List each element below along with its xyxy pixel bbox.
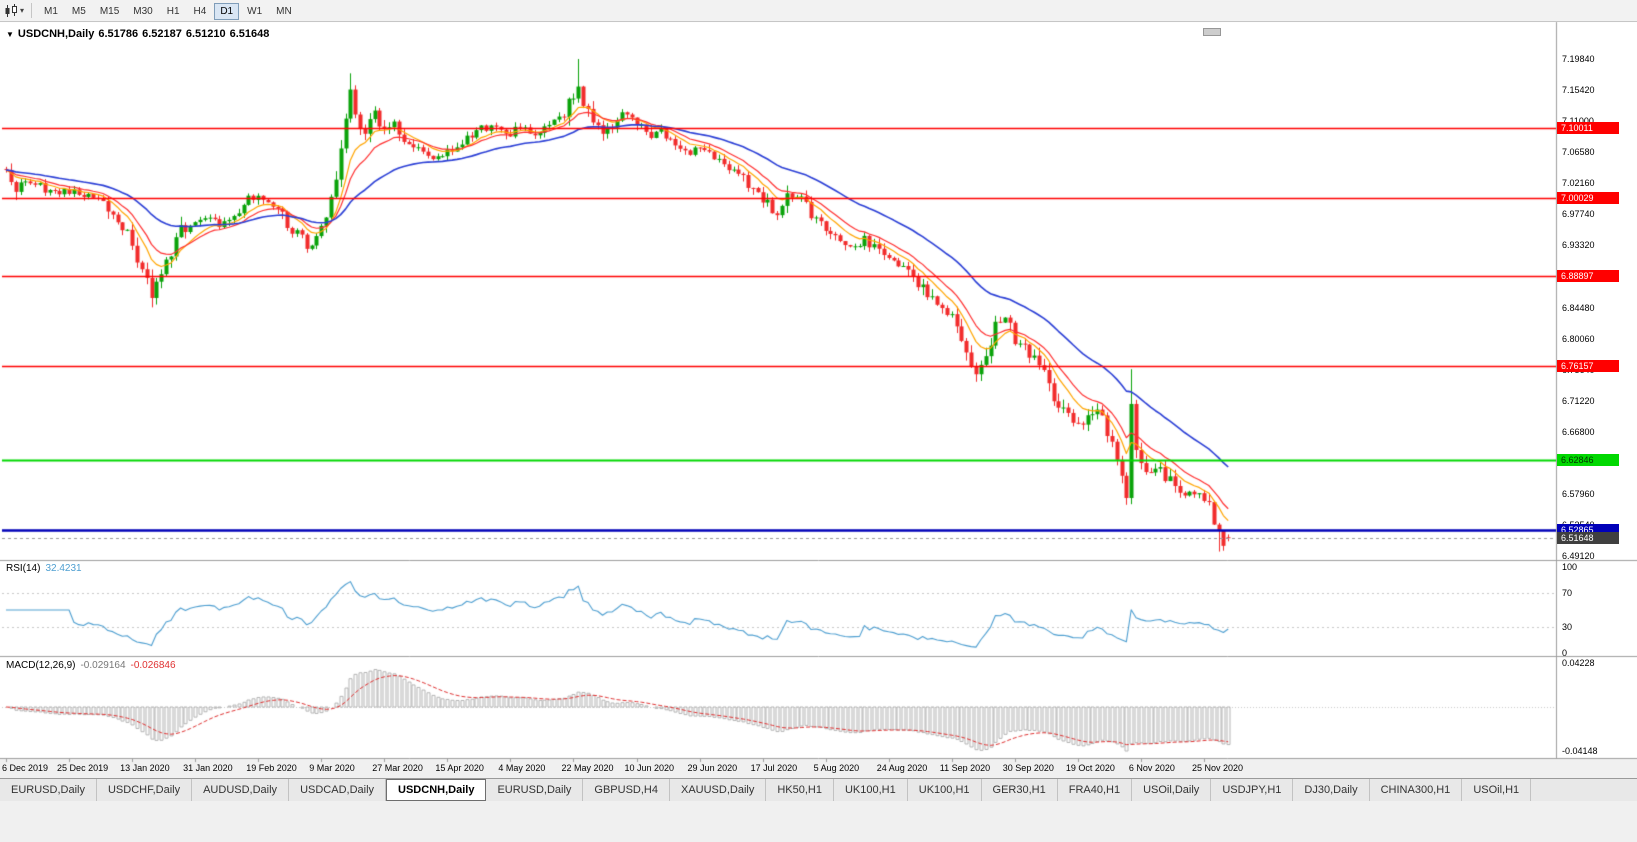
date-axis-label: 27 Mar 2020 [372,763,423,773]
timeframe-button-m1[interactable]: M1 [38,3,64,20]
rsi-value: 32.4231 [45,563,82,574]
price-axis-label: 7.11000 [1562,116,1594,126]
chart-title: ▼ USDCNH,Daily 6.51786 6.52187 6.51210 6.5164… [6,28,273,40]
price-axis-label: 7.06580 [1562,147,1595,158]
date-axis-label: 17 Jul 2020 [750,763,798,773]
macd-axis-label-bottom: -0.04148 [1562,746,1598,756]
price-level-tag-6.62846: 6.62846 [1557,453,1619,466]
rsi-axis-label: 70 [1562,587,1573,598]
price-level-tag-6.76157: 6.76157 [1557,359,1619,372]
chart-type-dropdown-icon[interactable]: ▾ [20,6,25,15]
timeframe-button-h4[interactable]: H4 [188,3,213,20]
chart-tab-bar: EURUSD,Daily USDCHF,Daily AUDUSD,Daily USDC… [0,778,1637,801]
chart-tab-usdchf-daily[interactable]: USDCHF,Daily [97,779,193,801]
chart-tab-xauusd-daily[interactable]: XAUUSD,Daily [670,779,767,801]
chart-tab-usdcnh-daily[interactable]: USDCNH,Daily [386,779,487,801]
toolbar: ▾ M1 M5 M15 M30 H1 H4 D1 W1 MN [0,0,1637,22]
price-axis-label: 6.84480 [1562,302,1595,313]
chart-tab-eurusd-daily[interactable]: EURUSD,Daily [0,779,97,801]
candlestick-chart-icon[interactable] [4,3,18,18]
ohlc-high-value: 6.52187 [142,28,182,40]
price-axis-label: 7.19840 [1562,54,1595,64]
rsi-indicator-label: RSI(14) 32.4231 [6,563,87,574]
price-axis-label: 6.66800 [1562,426,1595,437]
price-axis-label: 6.97740 [1562,209,1595,220]
chart-tab-usdjpy-h1[interactable]: USDJPY,H1 [1211,779,1294,801]
price-axis-label: 6.93320 [1562,240,1595,251]
macd-indicator-label: MACD(12,26,9) -0.029164 -0.026846 [6,660,181,671]
date-axis-label: 15 Apr 2020 [435,763,484,773]
macd-axis-label-top: 0.04228 [1562,658,1595,668]
timeframe-button-h1[interactable]: H1 [161,3,186,20]
price-axis-label: 7.02160 [1562,178,1595,189]
chart-tab-gbpusd-h4[interactable]: GBPUSD,H4 [583,779,670,801]
date-axis-label: 9 Mar 2020 [309,763,355,773]
ohlc-close-value: 6.51648 [229,28,270,40]
chart-tab-usdcad-daily[interactable]: USDCAD,Daily [289,779,387,801]
price-axis-label: 6.57960 [1562,488,1595,499]
date-axis-label: 10 Jun 2020 [624,763,675,773]
chart-tab-fra40-h1[interactable]: FRA40,H1 [1058,779,1133,801]
rsi-axis-label: 30 [1562,622,1573,633]
price-axis-label: 6.49120 [1562,551,1595,561]
price-axis-label: 6.71220 [1562,395,1595,406]
rsi-axis-label: 0 [1562,648,1568,658]
macd-main-value: -0.029164 [80,660,126,671]
chart-tab-ger30-h1[interactable]: GER30,H1 [982,779,1058,801]
timeframe-button-mn[interactable]: MN [270,3,298,20]
chart-tab-usoil-h1[interactable]: USOil,H1 [1462,779,1532,801]
chart-tab-audusd-daily[interactable]: AUDUSD,Daily [192,779,290,801]
ohlc-low-value: 6.51210 [185,28,226,40]
rsi-name: RSI(14) [6,563,41,574]
macd-name: MACD(12,26,9) [6,660,76,671]
timeframe-button-w1[interactable]: W1 [241,3,268,20]
timeframe-button-m5[interactable]: M5 [66,3,92,20]
date-axis-label: 5 Aug 2020 [813,763,860,773]
chart-tab-dj30-daily[interactable]: DJ30,Daily [1293,779,1370,801]
chart-tab-china300-h1[interactable]: CHINA300,H1 [1370,779,1463,801]
timeframe-button-m30[interactable]: M30 [127,3,158,20]
timeframe-button-d1[interactable]: D1 [214,3,240,20]
current-price-tag: 6.51648 [1557,532,1619,545]
chart-tab-uk100-h1[interactable]: UK100,H1 [908,779,982,801]
chart-tab-usoil-daily[interactable]: USOil,Daily [1132,779,1212,801]
price-axis-label: 6.80060 [1562,333,1595,344]
chart-tab-eurusd-daily[interactable]: EURUSD,Daily [486,779,584,801]
date-axis-label: 19 Oct 2020 [1065,763,1115,773]
date-axis-label: 24 Aug 2020 [876,763,928,773]
date-axis-label: 6 Dec 2019 [2,763,49,773]
date-axis-label: 6 Nov 2020 [1128,763,1175,773]
price-level-tag-7.10011: 7.10011 [1557,122,1619,135]
macd-signal-value: -0.026846 [130,660,176,671]
timeframe-button-m15[interactable]: M15 [94,3,125,20]
symbol-dropdown-icon[interactable]: ▼ [6,30,14,39]
date-axis-label: 4 May 2020 [498,763,546,773]
date-axis-label: 11 Sep 2020 [939,763,991,773]
date-axis-label: 13 Jan 2020 [120,763,170,773]
price-level-tag-7.00029: 7.00029 [1557,192,1619,205]
chart-tab-hk50-h1[interactable]: HK50,H1 [766,779,834,801]
rsi-axis-label: 100 [1562,562,1578,572]
date-axis-label: 25 Dec 2019 [57,763,109,773]
date-axis-label: 22 May 2020 [561,763,614,773]
toolbar-separator [31,3,33,18]
chart-scrollbar-thumb[interactable] [1203,28,1221,36]
date-axis-label: 31 Jan 2020 [183,763,233,773]
timeframe-button-group: M1 M5 M15 M30 H1 H4 D1 W1 MN [38,1,300,20]
price-axis-label: 7.15420 [1562,85,1595,96]
ohlc-open-value: 6.51786 [98,28,139,40]
date-axis-label: 25 Nov 2020 [1191,763,1243,773]
chart-symbol-label: USDCNH,Daily [17,28,95,40]
date-axis-label: 30 Sep 2020 [1002,763,1054,773]
date-axis-label: 29 Jun 2020 [687,763,738,773]
price-level-tag-6.88897: 6.88897 [1557,270,1619,283]
date-axis-label: 19 Feb 2020 [246,763,297,773]
chart-tab-uk100-h1[interactable]: UK100,H1 [834,779,908,801]
